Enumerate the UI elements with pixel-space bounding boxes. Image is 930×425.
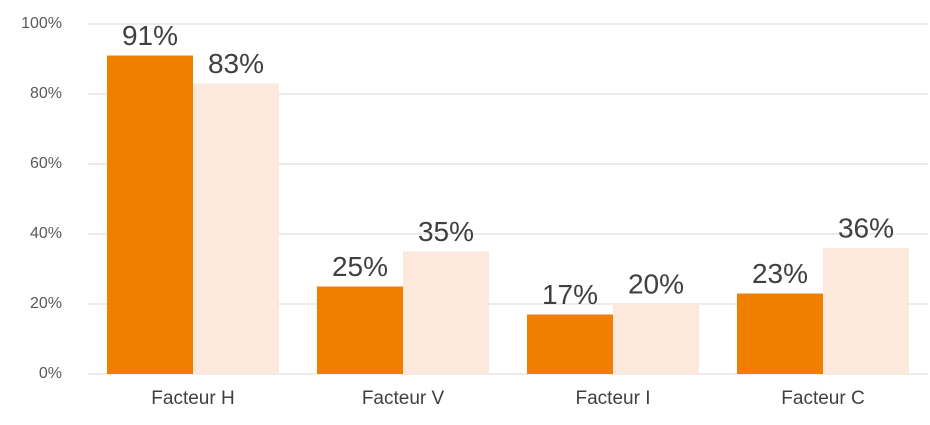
y-tick-label: 100% xyxy=(21,15,62,32)
data-label: 83% xyxy=(208,48,264,79)
bar xyxy=(823,248,909,374)
bar xyxy=(193,83,279,374)
bar xyxy=(737,293,823,374)
bar xyxy=(613,304,699,374)
y-tick-label: 60% xyxy=(30,155,62,172)
y-tick-label: 0% xyxy=(39,365,62,382)
data-label: 91% xyxy=(122,20,178,51)
y-tick-label: 80% xyxy=(30,85,62,102)
x-tick-label: Facteur I xyxy=(576,388,651,409)
data-label: 36% xyxy=(838,212,894,243)
data-label: 25% xyxy=(332,251,388,282)
x-tick-label: Facteur V xyxy=(362,388,445,409)
data-label: 35% xyxy=(418,216,474,247)
bar xyxy=(317,286,403,374)
x-tick-label: Facteur H xyxy=(151,388,234,409)
x-tick-label: Facteur C xyxy=(781,388,864,409)
data-label: 17% xyxy=(542,279,598,310)
bar xyxy=(107,55,193,374)
bar xyxy=(403,251,489,374)
y-tick-label: 40% xyxy=(30,225,62,242)
bar xyxy=(527,314,613,374)
data-label: 23% xyxy=(752,258,808,289)
data-label: 20% xyxy=(628,268,684,299)
y-tick-label: 20% xyxy=(30,295,62,312)
